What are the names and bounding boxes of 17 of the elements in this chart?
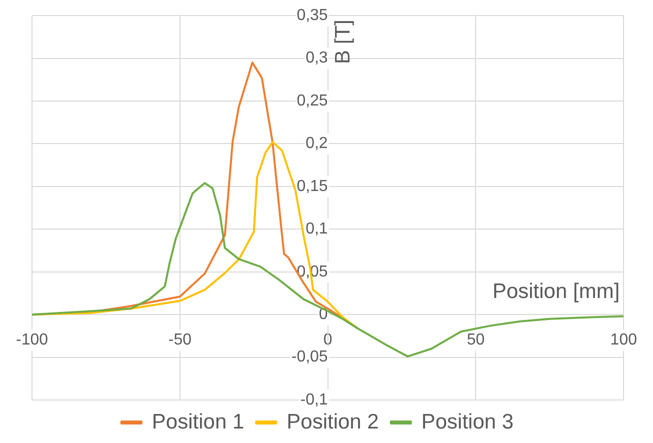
x-tick-label: -50 [168,332,192,349]
y-tick-label: -0,05 [291,348,328,366]
y-tick-label: -0,1 [300,391,328,408]
y-tick-label: 0,2 [306,135,328,152]
y-tick-label: 0,15 [296,178,328,195]
y-axis-title: B [T] [332,20,355,64]
y-tick-label: 0,35 [296,7,328,24]
legend-label: Position 1 [152,410,244,434]
x-tick-label: 50 [466,332,485,349]
y-tick-label: 0,3 [306,50,328,67]
legend-label: Position 3 [421,410,514,434]
x-tick-label: -100 [16,332,48,349]
legend-label: Position 2 [286,410,379,434]
y-tick-label: 0,1 [306,220,328,238]
x-axis-title: Position [mm] [492,280,620,303]
y-tick-label: 0,25 [296,92,328,110]
x-tick-label: 100 [610,332,638,349]
